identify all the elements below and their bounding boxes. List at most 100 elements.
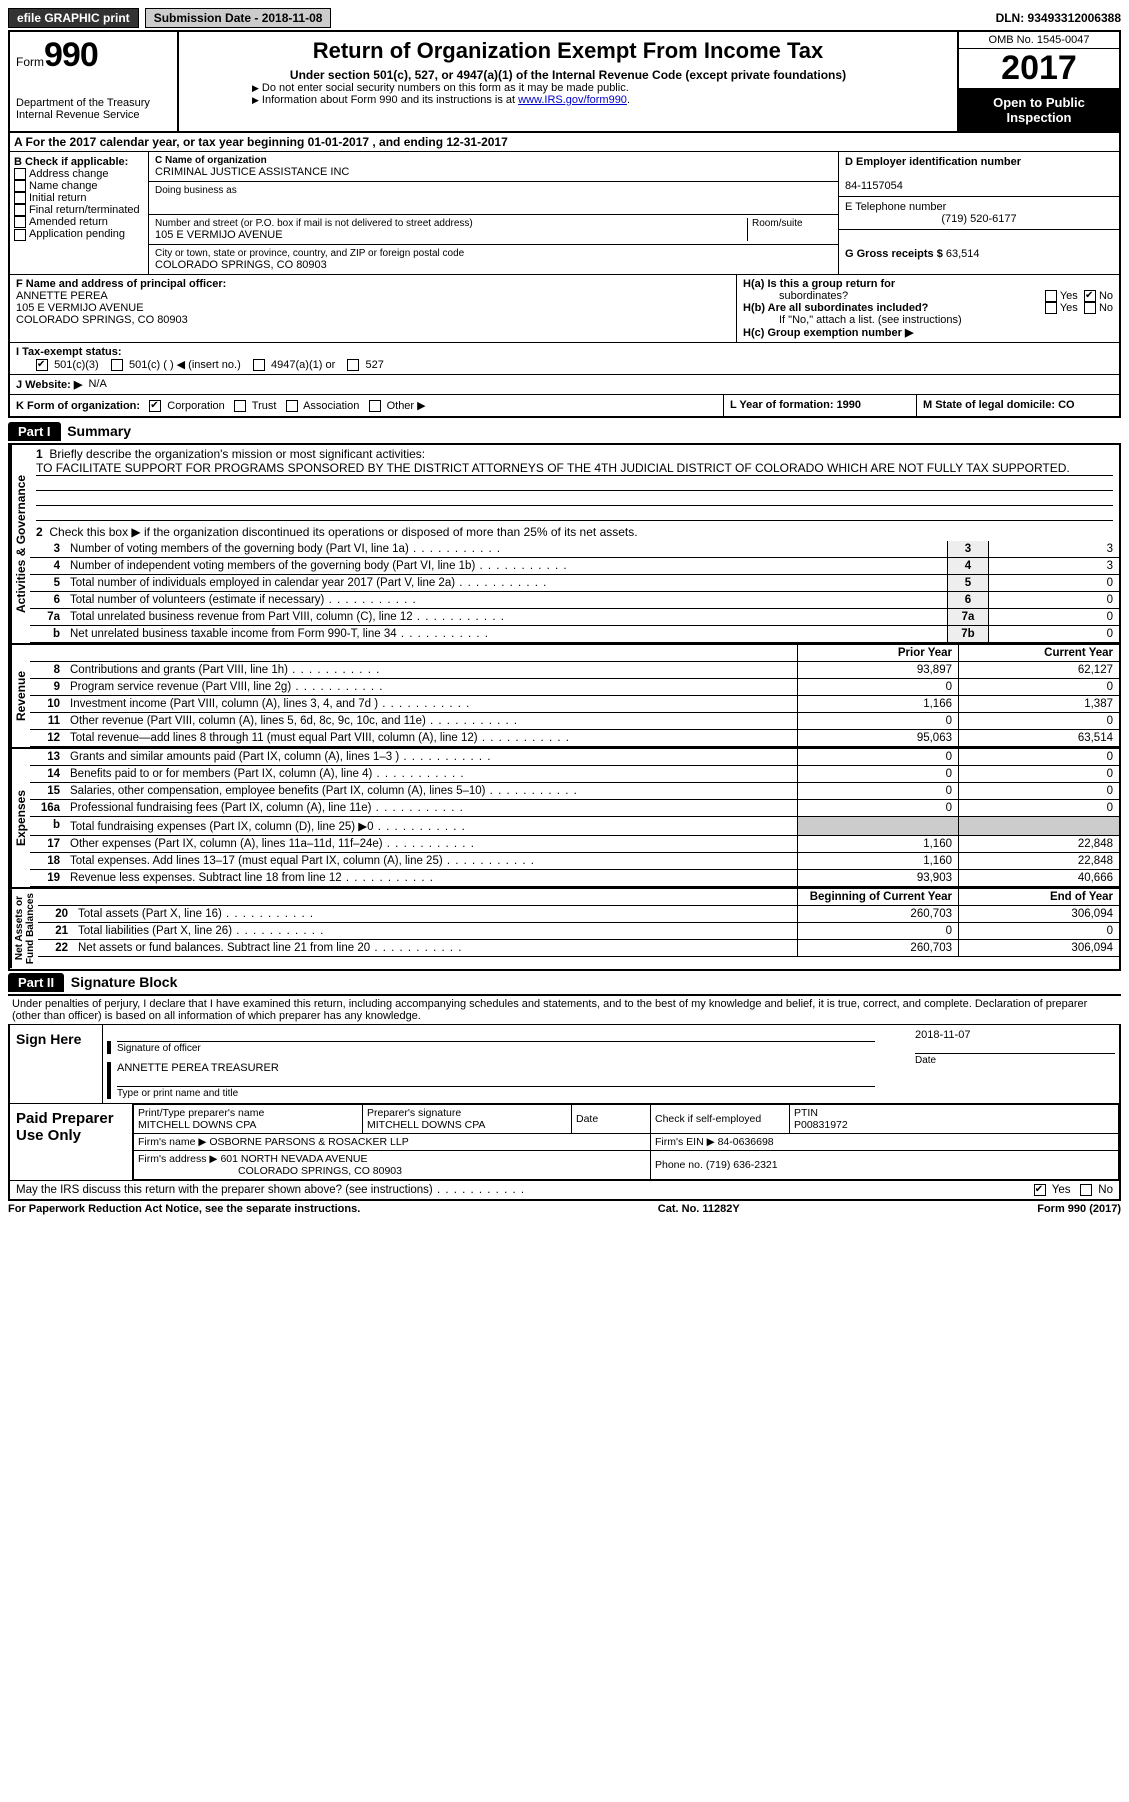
dept-line1: Department of the Treasury xyxy=(16,97,171,109)
box-l: L Year of formation: 1990 xyxy=(730,399,861,411)
side-net-assets: Net Assets or Fund Balances xyxy=(10,889,38,968)
officer-addr1: 105 E VERMIJO AVENUE xyxy=(16,302,144,314)
faddr-label: Firm's address ▶ xyxy=(138,1153,218,1165)
preparer-name: MITCHELL DOWNS CPA xyxy=(138,1119,256,1131)
box-k-label: K Form of organization: xyxy=(16,400,140,412)
row-a-period: A For the 2017 calendar year, or tax yea… xyxy=(8,133,1121,152)
side-governance: Activities & Governance xyxy=(10,445,30,643)
opt-501c3: 501(c)(3) xyxy=(54,359,99,371)
box-c-label: C Name of organization xyxy=(155,155,267,166)
self-employed-check: Check if self-employed xyxy=(651,1104,790,1133)
ptin-value: P00831972 xyxy=(794,1119,848,1131)
opt-corp: Corporation xyxy=(167,400,224,412)
chk-other[interactable] xyxy=(369,400,381,412)
top-bar: efile GRAPHIC print Submission Date - 20… xyxy=(8,8,1121,28)
sign-here-label: Sign Here xyxy=(10,1025,103,1103)
omb-number: OMB No. 1545-0047 xyxy=(959,32,1119,49)
officer-name: ANNETTE PEREA xyxy=(16,290,108,302)
chk-corp[interactable] xyxy=(149,400,161,412)
opt-initial-return: Initial return xyxy=(29,192,86,204)
box-d-label: D Employer identification number xyxy=(845,156,1021,168)
irs-link[interactable]: www.IRS.gov/form990 xyxy=(518,94,627,106)
opt-amended: Amended return xyxy=(29,216,108,228)
preparer-sig: MITCHELL DOWNS CPA xyxy=(367,1119,485,1131)
chk-app-pending[interactable] xyxy=(14,229,26,241)
firm-addr1: 601 NORTH NEVADA AVENUE xyxy=(220,1153,367,1165)
hdr-end: End of Year xyxy=(959,889,1120,906)
chk-ha-yes[interactable] xyxy=(1045,290,1057,302)
note2a: Information about Form 990 and its instr… xyxy=(262,94,518,106)
gross-receipts: 63,514 xyxy=(946,248,980,260)
firm-phone-label: Phone no. xyxy=(655,1159,703,1171)
chk-ha-no[interactable] xyxy=(1084,290,1096,302)
discuss-no: No xyxy=(1098,1184,1113,1196)
opt-address-change: Address change xyxy=(29,168,109,180)
ptin-label: PTIN xyxy=(794,1107,818,1119)
form-title: Return of Organization Exempt From Incom… xyxy=(189,38,947,64)
firm-name: OSBORNE PARSONS & ROSACKER LLP xyxy=(209,1136,408,1148)
chk-assoc[interactable] xyxy=(286,400,298,412)
chk-name-change[interactable] xyxy=(14,180,26,192)
chk-final-return[interactable] xyxy=(14,204,26,216)
perjury-text: Under penalties of perjury, I declare th… xyxy=(8,996,1121,1024)
website-value: N/A xyxy=(88,378,106,391)
hdr-curr: Current Year xyxy=(959,645,1120,662)
opt-other: Other ▶ xyxy=(387,400,426,412)
city-label: City or town, state or province, country… xyxy=(155,248,832,259)
chk-initial-return[interactable] xyxy=(14,192,26,204)
chk-527[interactable] xyxy=(347,359,359,371)
addr-label: Number and street (or P.O. box if mail i… xyxy=(155,218,747,229)
efile-tab[interactable]: efile GRAPHIC print xyxy=(8,8,139,28)
firm-label: Firm's name ▶ xyxy=(138,1136,206,1148)
revenue-table: Prior YearCurrent Year 8Contributions an… xyxy=(30,645,1119,747)
ha-sub: subordinates? xyxy=(743,290,848,302)
chk-amended[interactable] xyxy=(14,216,26,228)
officer-name-title: ANNETTE PEREA TREASURER xyxy=(117,1062,875,1074)
chk-hb-no[interactable] xyxy=(1084,302,1096,314)
hdr-begin: Beginning of Current Year xyxy=(798,889,959,906)
dba-label: Doing business as xyxy=(155,185,832,196)
opt-name-change: Name change xyxy=(29,180,98,192)
chk-4947[interactable] xyxy=(253,359,265,371)
footer-mid: Cat. No. 11282Y xyxy=(658,1203,740,1215)
opt-4947: 4947(a)(1) or xyxy=(271,359,335,371)
pname-label: Print/Type preparer's name xyxy=(138,1107,264,1119)
box-i-label: I Tax-exempt status: xyxy=(16,346,122,358)
page-footer: For Paperwork Reduction Act Notice, see … xyxy=(8,1201,1121,1217)
hdr-prior: Prior Year xyxy=(798,645,959,662)
part1-header: Part I xyxy=(8,422,61,441)
box-m: M State of legal domicile: CO xyxy=(923,399,1075,411)
chk-discuss-no[interactable] xyxy=(1080,1184,1092,1196)
note1: Do not enter social security numbers on … xyxy=(262,82,629,94)
chk-hb-yes[interactable] xyxy=(1045,302,1057,314)
type-name-label: Type or print name and title xyxy=(117,1086,875,1099)
chk-discuss-yes[interactable] xyxy=(1034,1184,1046,1196)
net-assets-table: Beginning of Current YearEnd of Year 20T… xyxy=(38,889,1119,957)
chk-501c3[interactable] xyxy=(36,359,48,371)
city-state-zip: COLORADO SPRINGS, CO 80903 xyxy=(155,259,832,271)
opt-app-pending: Application pending xyxy=(29,228,125,240)
firm-phone: (719) 636-2321 xyxy=(706,1159,778,1171)
street-address: 105 E VERMIJO AVENUE xyxy=(155,229,747,241)
org-name: CRIMINAL JUSTICE ASSISTANCE INC xyxy=(155,166,832,178)
form-word: Form xyxy=(16,55,44,69)
footer-right: Form 990 (2017) xyxy=(1037,1203,1121,1215)
entity-block: B Check if applicable: Address change Na… xyxy=(8,152,1121,274)
chk-address-change[interactable] xyxy=(14,168,26,180)
footer-left: For Paperwork Reduction Act Notice, see … xyxy=(8,1203,360,1215)
mission-text: TO FACILITATE SUPPORT FOR PROGRAMS SPONS… xyxy=(36,461,1113,476)
open1: Open to Public xyxy=(993,95,1085,110)
chk-trust[interactable] xyxy=(234,400,246,412)
line1-label: Briefly describe the organization's miss… xyxy=(49,447,425,461)
hb-note: If "No," attach a list. (see instruction… xyxy=(743,314,1113,326)
discuss-label: May the IRS discuss this return with the… xyxy=(16,1184,525,1196)
firm-addr2: COLORADO SPRINGS, CO 80903 xyxy=(138,1165,402,1177)
box-b-label: B Check if applicable: xyxy=(14,156,144,168)
paid-preparer-label: Paid Preparer Use Only xyxy=(10,1104,133,1180)
box-e-label: E Telephone number xyxy=(845,201,946,213)
hc-label: H(c) Group exemption number ▶ xyxy=(743,327,913,339)
room-label: Room/suite xyxy=(752,218,832,229)
officer-addr2: COLORADO SPRINGS, CO 80903 xyxy=(16,314,188,326)
chk-501c[interactable] xyxy=(111,359,123,371)
box-g-label: G Gross receipts $ xyxy=(845,248,943,260)
